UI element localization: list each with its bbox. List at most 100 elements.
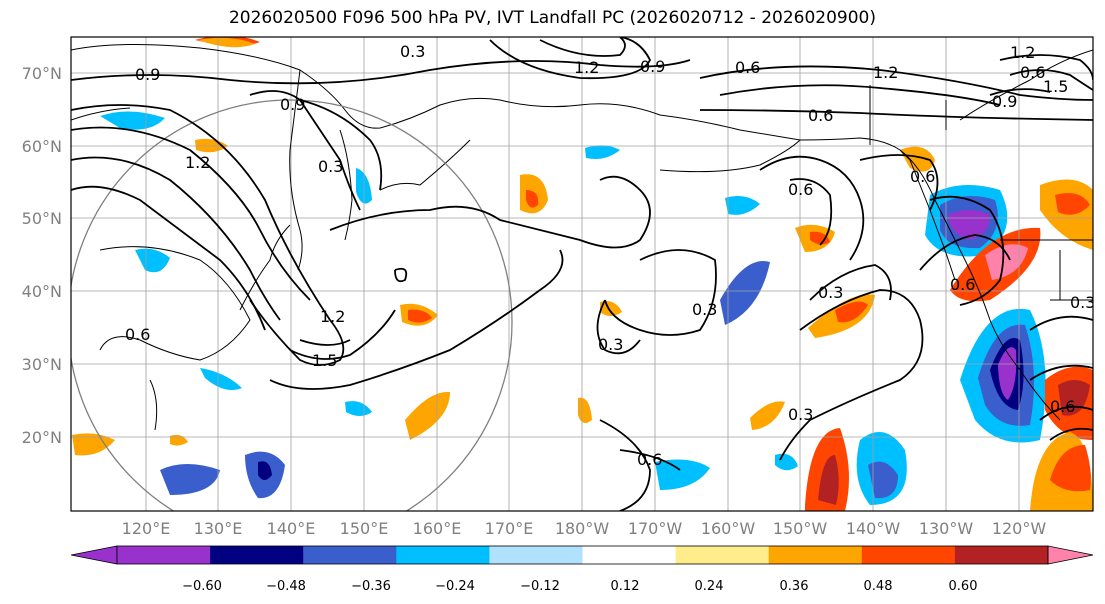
lon-tick-label: 150°E [340,519,389,538]
shade-blue-4 [585,145,620,159]
lon-tick-label: 140°W [846,519,901,538]
lon-tick-label: 130°W [919,519,974,538]
contour-label: 0.3 [318,157,343,176]
contour-label: 0.6 [125,325,150,344]
shade-darkred-16 [818,455,839,505]
figure-title: 2026020500 F096 500 hPa PV, IVT Landfall… [228,8,876,28]
contour-label: 1.2 [574,58,599,77]
shade-navy-8 [258,461,272,480]
contour-label: 0.6 [910,167,935,186]
shade-blue-1 [100,111,165,130]
lon-tick-label: 150°W [773,519,828,538]
colorbar-cell [489,546,583,564]
colorbar-tick-label: 0.36 [780,579,809,594]
shade-blue-12 [720,261,770,325]
shade-blue-6 [345,401,372,416]
contour-label: 1.5 [312,351,337,370]
contour-label: 0.3 [692,300,717,319]
lon-tick-label: 170°W [628,519,683,538]
shade-blue-11 [725,196,760,215]
colorbar: −0.60 −0.48 −0.36 −0.24 −0.12 0.12 0.24 … [70,545,1094,594]
reference-circle [71,99,513,511]
colorbar-extend-low [70,545,118,565]
lon-tick-label: 130°E [194,519,243,538]
shade-red-24 [1050,445,1091,492]
shade-pink-20 [985,244,1028,280]
shade-blue-10 [655,459,710,490]
latitude-axis: 70°N 60°N 50°N 40°N 30°N 20°N [22,64,62,447]
lat-tick-label: 60°N [22,137,62,156]
colorbar-cells [70,545,1094,565]
lat-tick-label: 40°N [22,282,62,301]
contour-label: 0.6 [788,180,813,199]
colorbar-cell [861,546,956,564]
contour-label: 0.3 [788,405,813,424]
lon-tick-label: 120°E [122,519,171,538]
contour-label: 1.2 [1010,43,1035,62]
lon-tick-label: 120°W [992,519,1047,538]
shade-red-21 [1055,192,1090,215]
shade-orange-7 [170,434,188,446]
shade-red-3 [526,190,539,208]
contour-label: 0.6 [950,275,975,294]
shade-purple-19 [948,210,990,240]
colorbar-tick-label: −0.24 [435,579,475,594]
colorbar-tick-label: −0.48 [266,579,306,594]
lon-tick-label: 170°E [485,519,534,538]
colorbar-cell [210,546,304,564]
contour-label: 0.6 [637,450,662,469]
colorbar-tick-label: 0.60 [949,579,978,594]
shade-orange-9 [578,397,592,424]
colorbar-tick-label: −0.60 [182,579,222,594]
colorbar-ticks: −0.60 −0.48 −0.36 −0.24 −0.12 0.12 0.24 … [182,579,977,594]
contour-label: 1.5 [1043,77,1068,96]
contour-label: 0.6 [808,106,833,125]
colorbar-cell [582,546,677,564]
contour-label: 0.6 [735,58,760,77]
shade-blue-7 [160,464,220,495]
colorbar-tick-label: 0.48 [864,579,893,594]
shade-blue-9 [600,301,622,316]
contour-labels: 0.3 1.2 0.9 0.6 1.2 0.6 1.2 0.9 1.5 0.9 … [125,42,1095,469]
contour-label: 0.3 [818,283,843,302]
shade-red-13 [835,301,868,323]
lat-tick-label: 20°N [22,428,62,447]
colorbar-frame [116,545,1049,565]
contour-label: 0.3 [598,335,623,354]
contour-label: 1.2 [873,63,898,82]
colorbar-cell [117,546,211,564]
lon-tick-label: 140°E [267,519,316,538]
map-frame [70,36,1094,512]
lon-tick-label: 160°W [701,519,756,538]
lon-tick-label: 180°W [555,519,610,538]
contour-label: 0.3 [1070,293,1095,312]
shade-blue-5 [200,368,242,391]
lon-tick-label: 160°E [413,519,462,538]
shade-orange-5 [405,391,450,440]
graticule [71,37,1093,511]
shade-orange-2 [195,138,228,153]
contour-label: 0.9 [135,65,160,84]
shade-orange-1 [198,37,255,48]
contour-label: 0.9 [280,95,305,114]
colorbar-tick-label: −0.36 [351,579,391,594]
shade-blue-2 [135,248,170,273]
colorbar-cell [768,546,863,564]
pv-contours [71,37,1093,511]
shade-purple-22 [998,347,1017,400]
colorbar-tick-label: −0.12 [520,579,560,594]
colorbar-cell [303,546,397,564]
shade-royal-17 [868,461,898,499]
contour-label: 0.6 [1050,397,1075,416]
shade-orange-18 [900,146,935,172]
map-panel: 0.3 1.2 0.9 0.6 1.2 0.6 1.2 0.9 1.5 0.9 … [70,36,1095,512]
shade-red-4 [408,309,432,323]
lat-tick-label: 30°N [22,355,62,374]
contour-label: 0.6 [1020,63,1045,82]
lat-tick-label: 70°N [22,64,62,83]
lat-tick-label: 50°N [22,209,62,228]
contour-label: 0.9 [992,92,1017,111]
colorbar-cell [954,546,1049,564]
shade-orange-14 [750,401,785,430]
